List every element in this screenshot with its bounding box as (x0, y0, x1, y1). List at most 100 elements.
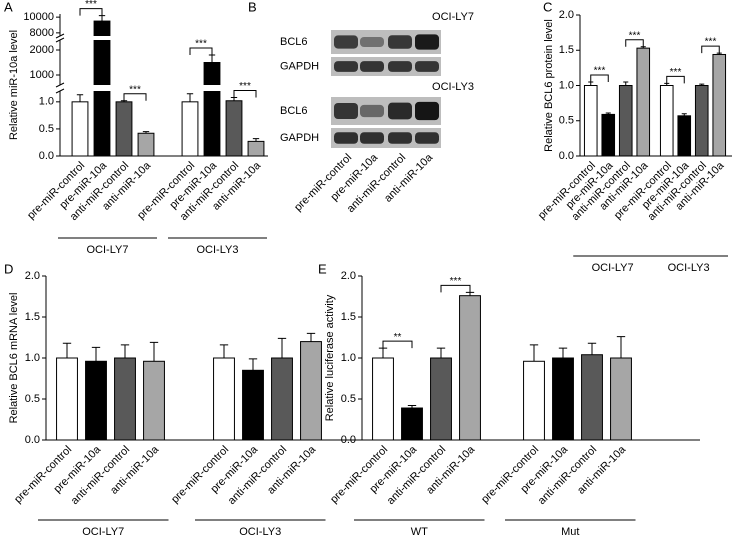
significance-label: *** (450, 276, 462, 287)
error-bar (529, 344, 539, 362)
error-bar (699, 83, 705, 86)
row-label: GAPDH (280, 60, 319, 72)
band (334, 132, 358, 144)
panel-label: A (4, 0, 13, 14)
panel-label: E (318, 261, 327, 276)
bar (247, 140, 265, 157)
band (360, 36, 384, 48)
row-label: GAPDH (280, 132, 319, 144)
significance-label: *** (85, 0, 97, 10)
bar (56, 357, 78, 441)
error-bar (219, 344, 229, 358)
panel-label: B (248, 0, 257, 14)
significance-bracket (666, 75, 685, 84)
y-tick-label: 0.0 (39, 150, 54, 162)
error-bar (142, 131, 150, 134)
bar (85, 360, 107, 441)
y-tick-label: 2.0 (25, 270, 40, 282)
y-tick-label: 1.0 (559, 79, 574, 91)
error-bar (623, 81, 629, 86)
bar (677, 115, 692, 157)
error-bar (120, 344, 130, 358)
row-label: BCL6 (280, 36, 308, 48)
significance-bracket (189, 47, 213, 55)
significance-label: *** (670, 67, 682, 78)
y-tick-label: 1.5 (559, 44, 574, 56)
significance-bracket (233, 90, 257, 98)
break-mark (55, 88, 65, 94)
error-bar (681, 113, 687, 116)
y-tick-label: 1.5 (25, 311, 40, 323)
band (360, 132, 384, 144)
bar (225, 100, 243, 157)
band (334, 61, 358, 72)
bar (372, 357, 394, 441)
y-tick-label: 10000 (23, 11, 54, 23)
cell-label: OCI-LY7 (432, 11, 474, 23)
y-tick-label: 1.5 (341, 311, 356, 323)
significance-label: ** (394, 332, 402, 343)
y-tick-label: 2.0 (341, 270, 356, 282)
cell-label: OCI-LY3 (432, 81, 474, 93)
error-bar (605, 112, 611, 115)
axis-break (54, 85, 268, 91)
significance-bracket (590, 74, 609, 82)
band (334, 35, 358, 49)
error-bar (306, 332, 316, 342)
group-label: OCI-LY3 (668, 262, 710, 274)
significance-bracket (79, 8, 103, 16)
error-bar (98, 15, 106, 22)
bar (552, 357, 574, 441)
blot-strip (331, 57, 441, 76)
break-mark (55, 37, 65, 43)
bar (143, 360, 165, 441)
bar (459, 295, 481, 441)
y-tick-label: 0.5 (25, 393, 40, 405)
error-bar (407, 405, 417, 409)
y-tick-label: 0.0 (25, 434, 40, 446)
y-axis-label: Relative BCL6 protein level (543, 19, 555, 152)
significance-bracket (625, 39, 644, 47)
y-tick-label: 0.0 (341, 434, 356, 446)
group-label: WT (411, 526, 428, 538)
y-axis-label: Relative luciferase activity (324, 294, 336, 421)
band (388, 132, 412, 144)
error-bar (277, 337, 287, 358)
y-tick-label: 0.5 (341, 393, 356, 405)
significance-label: *** (195, 39, 207, 50)
error-bar (91, 346, 101, 362)
bar (203, 62, 221, 157)
bar (401, 407, 423, 441)
bar (137, 132, 155, 157)
significance-label: *** (129, 84, 141, 95)
error-bar (588, 81, 594, 86)
group-label: OCI-LY7 (82, 526, 124, 538)
band (415, 101, 439, 121)
panel-label: D (4, 261, 13, 276)
bar (581, 354, 603, 441)
band (360, 104, 384, 118)
y-tick-label: 0.5 (559, 115, 574, 127)
y-tick-label: 2.0 (559, 9, 574, 21)
y-tick-label: 1000 (30, 69, 54, 81)
group-label: OCI-LY3 (197, 244, 239, 256)
error-bar (587, 342, 597, 355)
significance-label: *** (594, 66, 606, 77)
significance-label: *** (705, 37, 717, 48)
y-tick-label: 8000 (30, 27, 54, 39)
error-bar (616, 336, 626, 358)
bar (636, 47, 651, 157)
band (415, 61, 439, 72)
y-tick-label: 0.5 (39, 123, 54, 135)
error-bar (76, 94, 84, 102)
y-tick-label: 1.0 (25, 352, 40, 364)
y-tick-label: 1.0 (39, 96, 54, 108)
significance-bracket (382, 340, 413, 349)
error-bar (436, 347, 446, 358)
axis-break (54, 36, 268, 40)
bar (610, 357, 632, 441)
band (334, 102, 358, 120)
bar (618, 85, 633, 157)
y-tick-label: 2000 (30, 44, 54, 56)
